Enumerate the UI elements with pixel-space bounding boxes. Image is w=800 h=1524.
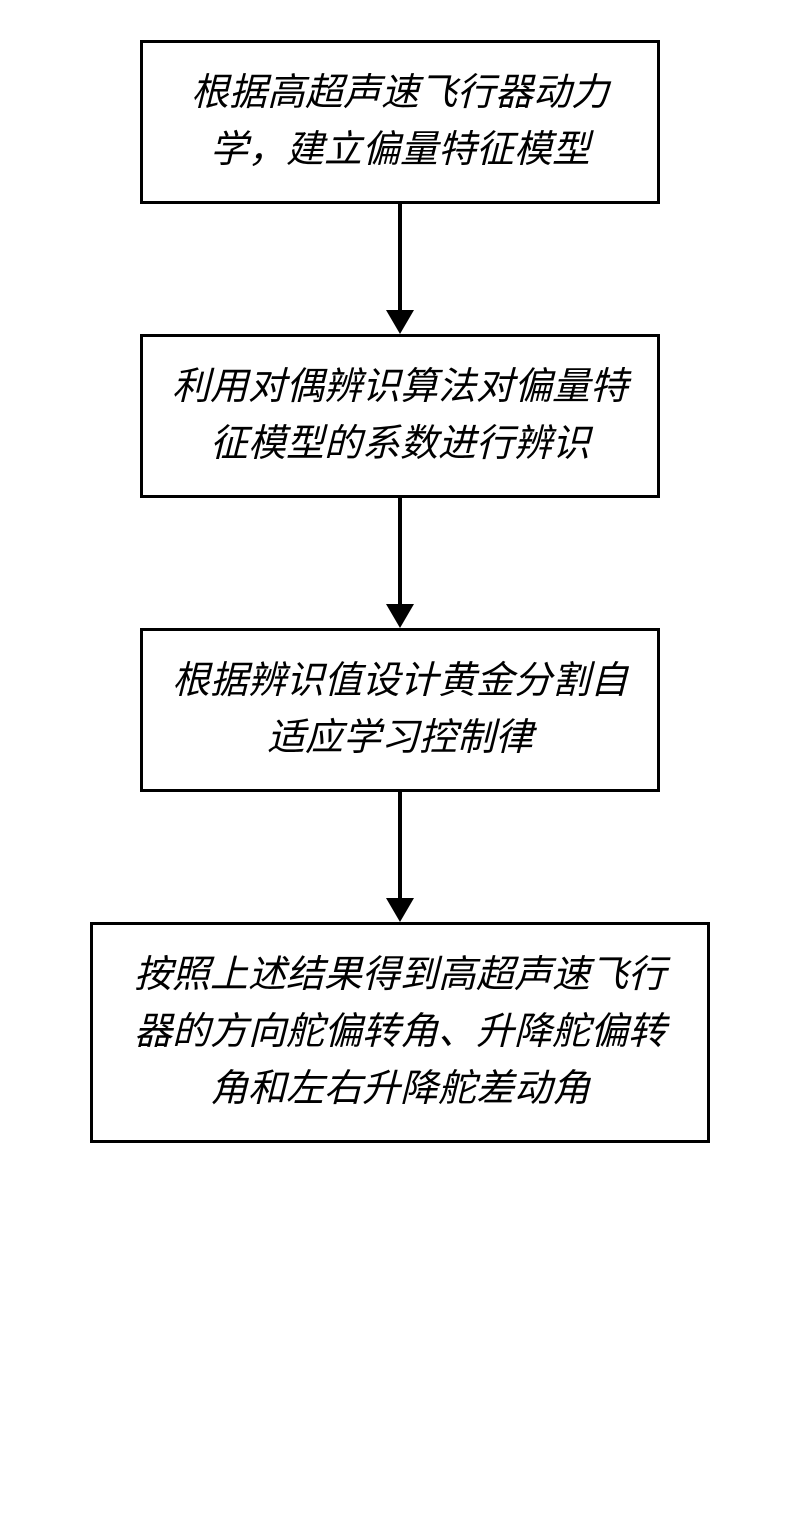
node-text: 按照上述结果得到高超声速飞行器的方向舵偏转角、升降舵偏转角和左右升降舵差动角 xyxy=(134,954,666,1110)
flowchart-node: 利用对偶辨识算法对偏量特征模型的系数进行辨识 xyxy=(140,334,660,498)
arrow-line xyxy=(398,204,402,310)
arrow-head-icon xyxy=(386,604,414,628)
arrow-head-icon xyxy=(386,310,414,334)
node-text: 根据高超声速飞行器动力学，建立偏量特征模型 xyxy=(191,72,609,171)
arrow-head-icon xyxy=(386,898,414,922)
flowchart-arrow xyxy=(386,792,414,922)
arrow-line xyxy=(398,792,402,898)
node-text: 利用对偶辨识算法对偏量特征模型的系数进行辨识 xyxy=(172,366,628,465)
flowchart-node: 根据高超声速飞行器动力学，建立偏量特征模型 xyxy=(140,40,660,204)
flowchart-node: 根据辨识值设计黄金分割自适应学习控制律 xyxy=(140,628,660,792)
arrow-line xyxy=(398,498,402,604)
flowchart-container: 根据高超声速飞行器动力学，建立偏量特征模型 利用对偶辨识算法对偏量特征模型的系数… xyxy=(90,40,710,1143)
node-text: 根据辨识值设计黄金分割自适应学习控制律 xyxy=(172,660,628,759)
flowchart-arrow xyxy=(386,498,414,628)
flowchart-arrow xyxy=(386,204,414,334)
flowchart-node: 按照上述结果得到高超声速飞行器的方向舵偏转角、升降舵偏转角和左右升降舵差动角 xyxy=(90,922,710,1143)
